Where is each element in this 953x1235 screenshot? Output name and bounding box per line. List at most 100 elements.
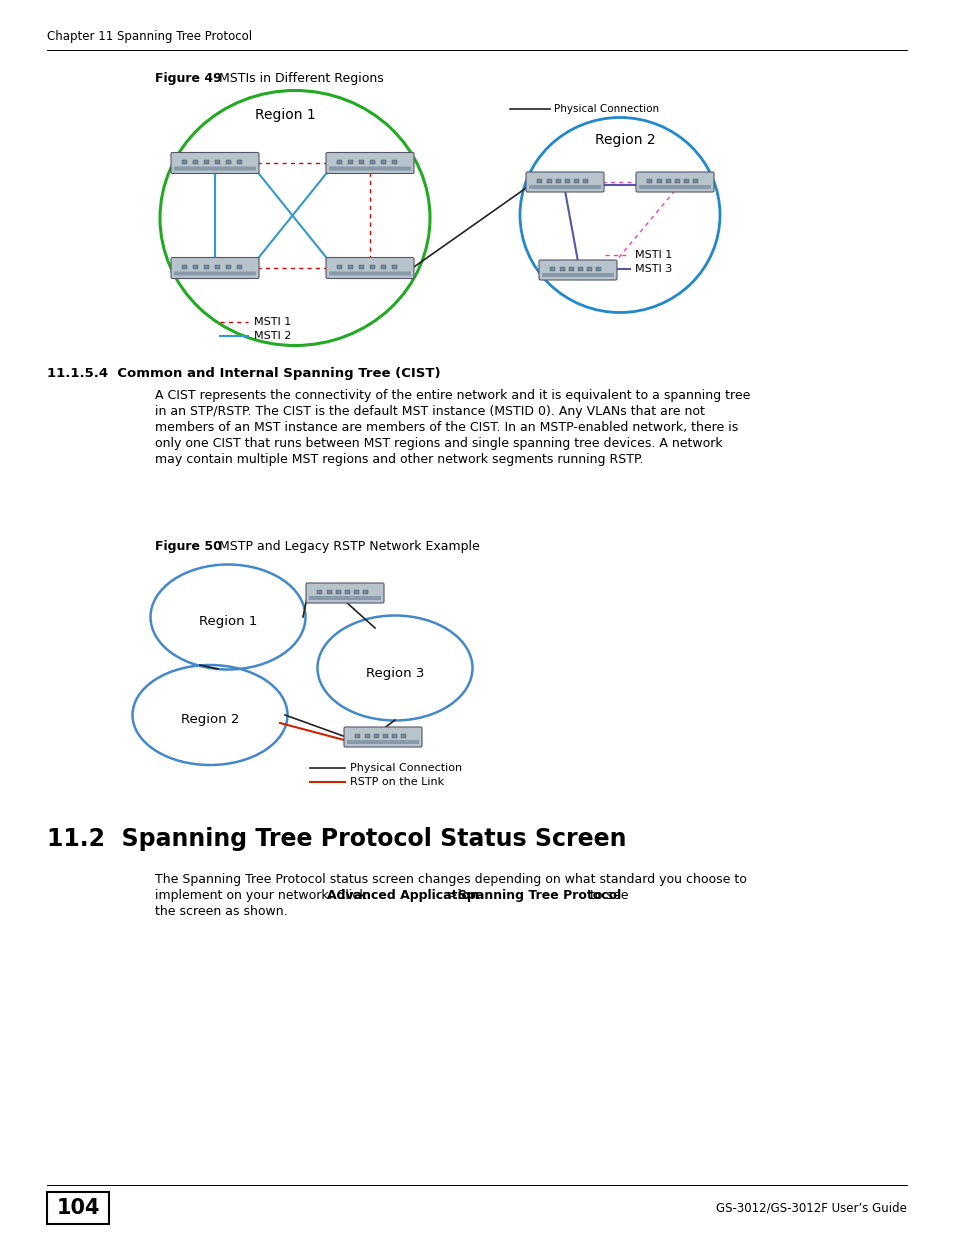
Text: A CIST represents the connectivity of the entire network and it is equivalent to: A CIST represents the connectivity of th… <box>154 389 750 403</box>
Text: only one CIST that runs between MST regions and single spanning tree devices. A : only one CIST that runs between MST regi… <box>154 437 721 450</box>
Text: MSTIs in Different Regions: MSTIs in Different Regions <box>207 72 383 85</box>
Bar <box>226 161 231 164</box>
Bar <box>236 161 241 164</box>
Bar <box>317 590 322 594</box>
Bar <box>335 590 340 594</box>
FancyBboxPatch shape <box>329 272 411 275</box>
Text: MSTI 1: MSTI 1 <box>635 249 672 261</box>
Bar <box>348 161 353 164</box>
Bar <box>382 734 388 739</box>
Text: Region 3: Region 3 <box>365 667 424 679</box>
Bar <box>204 266 209 269</box>
FancyBboxPatch shape <box>326 152 414 173</box>
Bar <box>345 590 350 594</box>
Bar <box>214 266 220 269</box>
Bar <box>582 179 588 183</box>
FancyBboxPatch shape <box>639 185 710 189</box>
Bar <box>546 179 551 183</box>
Text: Region 1: Region 1 <box>198 615 257 629</box>
Bar <box>665 179 670 183</box>
Bar <box>693 179 698 183</box>
Bar <box>182 266 188 269</box>
Text: 11.2  Spanning Tree Protocol Status Screen: 11.2 Spanning Tree Protocol Status Scree… <box>47 827 626 851</box>
Bar <box>354 590 358 594</box>
Bar <box>337 266 342 269</box>
Bar <box>236 266 241 269</box>
Text: Figure 49: Figure 49 <box>154 72 221 85</box>
Bar <box>214 161 220 164</box>
Text: >: > <box>442 889 460 902</box>
Text: members of an MST instance are members of the CIST. In an MSTP-enabled network, : members of an MST instance are members o… <box>154 421 738 433</box>
FancyBboxPatch shape <box>538 261 617 280</box>
Bar <box>226 266 231 269</box>
Bar <box>656 179 661 183</box>
Text: the screen as shown.: the screen as shown. <box>154 905 287 918</box>
Text: Region 2: Region 2 <box>181 714 239 726</box>
Text: Advanced Application: Advanced Application <box>326 889 478 902</box>
Text: MSTP and Legacy RSTP Network Example: MSTP and Legacy RSTP Network Example <box>207 540 479 553</box>
FancyBboxPatch shape <box>347 740 418 743</box>
Bar <box>559 267 564 270</box>
FancyBboxPatch shape <box>344 727 421 747</box>
Bar <box>337 161 342 164</box>
Bar <box>401 734 406 739</box>
FancyBboxPatch shape <box>529 185 600 189</box>
Bar <box>564 179 569 183</box>
Text: Spanning Tree Protocol: Spanning Tree Protocol <box>457 889 620 902</box>
Bar <box>586 267 592 270</box>
Bar <box>348 266 353 269</box>
FancyBboxPatch shape <box>173 167 255 170</box>
Text: Figure 50: Figure 50 <box>154 540 222 553</box>
FancyBboxPatch shape <box>171 152 258 173</box>
FancyBboxPatch shape <box>525 172 603 191</box>
Text: 104: 104 <box>56 1198 100 1218</box>
Text: GS-3012/GS-3012F User’s Guide: GS-3012/GS-3012F User’s Guide <box>716 1202 906 1214</box>
Bar <box>537 179 542 183</box>
Text: MSTI 3: MSTI 3 <box>635 264 672 274</box>
FancyBboxPatch shape <box>173 272 255 275</box>
Bar <box>364 734 369 739</box>
Text: Physical Connection: Physical Connection <box>554 104 659 114</box>
Bar <box>578 267 582 270</box>
Bar <box>370 266 375 269</box>
Bar <box>326 590 332 594</box>
Bar <box>392 734 396 739</box>
Bar <box>193 266 198 269</box>
Bar <box>675 179 679 183</box>
Bar <box>358 266 364 269</box>
FancyBboxPatch shape <box>171 258 258 279</box>
Bar <box>182 161 188 164</box>
Bar <box>647 179 652 183</box>
Bar <box>392 161 396 164</box>
Bar <box>374 734 378 739</box>
FancyBboxPatch shape <box>309 597 380 600</box>
Bar <box>683 179 688 183</box>
Text: implement on your network. Click: implement on your network. Click <box>154 889 370 902</box>
Text: in an STP/RSTP. The CIST is the default MST instance (MSTID 0). Any VLANs that a: in an STP/RSTP. The CIST is the default … <box>154 405 704 417</box>
Text: may contain multiple MST regions and other network segments running RSTP.: may contain multiple MST regions and oth… <box>154 453 643 466</box>
Bar <box>355 734 360 739</box>
Text: RSTP on the Link: RSTP on the Link <box>350 777 444 787</box>
FancyBboxPatch shape <box>541 273 614 277</box>
Text: 11.1.5.4  Common and Internal Spanning Tree (CIST): 11.1.5.4 Common and Internal Spanning Tr… <box>47 367 440 380</box>
Text: The Spanning Tree Protocol status screen changes depending on what standard you : The Spanning Tree Protocol status screen… <box>154 873 746 885</box>
Bar <box>204 161 209 164</box>
Text: Region 2: Region 2 <box>594 133 655 147</box>
Bar <box>574 179 578 183</box>
Text: Region 1: Region 1 <box>254 107 315 122</box>
Bar <box>193 161 198 164</box>
Text: MSTI 1: MSTI 1 <box>253 317 291 327</box>
Text: MSTI 2: MSTI 2 <box>253 331 291 341</box>
Bar <box>556 179 560 183</box>
Text: to see: to see <box>585 889 628 902</box>
Bar <box>380 266 385 269</box>
Text: Physical Connection: Physical Connection <box>350 763 461 773</box>
FancyBboxPatch shape <box>326 258 414 279</box>
FancyBboxPatch shape <box>636 172 713 191</box>
Bar <box>370 161 375 164</box>
Bar <box>596 267 600 270</box>
Bar <box>568 267 574 270</box>
Bar <box>392 266 396 269</box>
FancyBboxPatch shape <box>329 167 411 170</box>
Text: Chapter 11 Spanning Tree Protocol: Chapter 11 Spanning Tree Protocol <box>47 30 252 43</box>
